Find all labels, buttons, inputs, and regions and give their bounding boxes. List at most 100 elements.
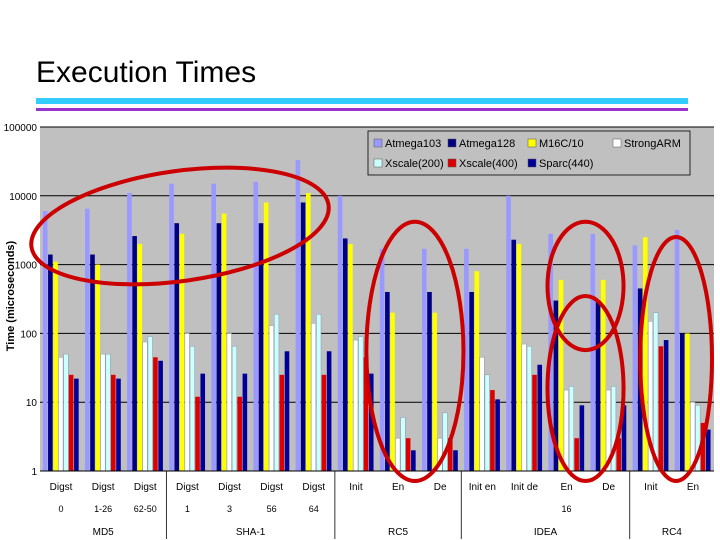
bar [479, 357, 485, 472]
bar [268, 325, 274, 472]
bar [411, 450, 416, 471]
x-tick-sublabel: 0 [59, 504, 64, 514]
x-tick-label: Digst [134, 482, 157, 493]
highlight-ellipses [29, 165, 715, 484]
bar [558, 279, 564, 471]
x-tick-label: Init en [469, 482, 496, 493]
y-tick-label: 100 [20, 329, 37, 340]
bar [663, 340, 669, 471]
x-tick-label: De [602, 482, 615, 493]
bar [321, 374, 327, 471]
bar [258, 223, 264, 471]
x-group-label: RC4 [662, 527, 682, 538]
legend-swatch [447, 158, 457, 168]
bar [358, 336, 364, 472]
bar [379, 248, 385, 471]
legend-swatch [527, 158, 537, 168]
bar [310, 323, 317, 472]
bar [147, 336, 153, 472]
bar [326, 351, 332, 471]
bar [158, 360, 163, 471]
bar [632, 245, 638, 471]
x-tick-sublabel: 62-50 [134, 504, 157, 514]
highlight-ellipse [545, 219, 626, 353]
bar [174, 223, 180, 471]
bar [674, 229, 680, 471]
bar [137, 243, 143, 471]
bar [579, 405, 585, 471]
x-tick-sublabel: 1 [185, 504, 190, 514]
legend-label: Xscale(200) [385, 158, 444, 170]
x-tick-sublabel: 1-26 [94, 504, 112, 514]
x-tick-label: En [687, 482, 699, 493]
legend-label: Atmega128 [459, 138, 515, 150]
y-tick-label: 100000 [4, 123, 38, 134]
bar [532, 374, 537, 471]
bar [90, 254, 95, 471]
bar [616, 438, 622, 471]
bar [427, 291, 432, 471]
x-tick-label: En [392, 482, 404, 493]
bar [306, 192, 311, 471]
bar [179, 233, 185, 471]
bar [432, 312, 437, 471]
bar [48, 254, 53, 471]
bar [653, 312, 659, 472]
bar [100, 353, 106, 472]
bar [263, 202, 269, 471]
bar [643, 237, 648, 471]
bar [705, 429, 711, 471]
bar [516, 243, 522, 471]
x-tick-label: De [434, 482, 447, 493]
bar [300, 202, 306, 471]
legend-label: Sparc(440) [539, 158, 593, 170]
bar [490, 390, 495, 471]
bar [189, 346, 195, 472]
highlight-ellipse [29, 165, 331, 287]
bar [195, 396, 200, 471]
highlight-ellipse [638, 235, 715, 484]
x-tick-label: Digst [176, 482, 199, 493]
bar [74, 378, 79, 471]
highlight-ellipse [545, 294, 626, 483]
y-tick-label: 1000 [15, 261, 38, 272]
bar [226, 333, 232, 472]
bar [132, 236, 137, 471]
legend-label: Xscale(400) [459, 158, 518, 170]
bar [395, 437, 401, 472]
y-tick-label: 10 [26, 398, 38, 409]
bar [563, 389, 569, 472]
bar [284, 351, 290, 471]
bar [521, 343, 527, 472]
title-rule-purple [36, 108, 688, 111]
legend-swatch [447, 138, 457, 148]
bar [42, 211, 48, 471]
bar [200, 373, 206, 471]
bar [353, 339, 359, 472]
bars [42, 160, 711, 472]
bar [453, 450, 458, 471]
bar [237, 396, 242, 471]
bar [421, 248, 427, 471]
bar [474, 271, 480, 471]
bar [68, 374, 74, 471]
bar [274, 313, 280, 472]
x-group-label: SHA-1 [236, 527, 266, 538]
bar [368, 373, 374, 471]
bar [105, 353, 111, 472]
bar [342, 238, 348, 471]
legend-swatch [612, 138, 622, 148]
bar [110, 374, 116, 471]
bar [511, 239, 517, 471]
bar [553, 300, 559, 471]
bar [216, 223, 222, 471]
bar [63, 353, 69, 472]
y-tick-label: 10000 [9, 192, 37, 203]
bar [484, 374, 490, 472]
bar [590, 233, 596, 471]
legend-swatch [373, 158, 383, 168]
bar [127, 192, 132, 471]
bar [447, 438, 453, 471]
legend-swatch [373, 138, 383, 148]
bar [595, 300, 601, 471]
